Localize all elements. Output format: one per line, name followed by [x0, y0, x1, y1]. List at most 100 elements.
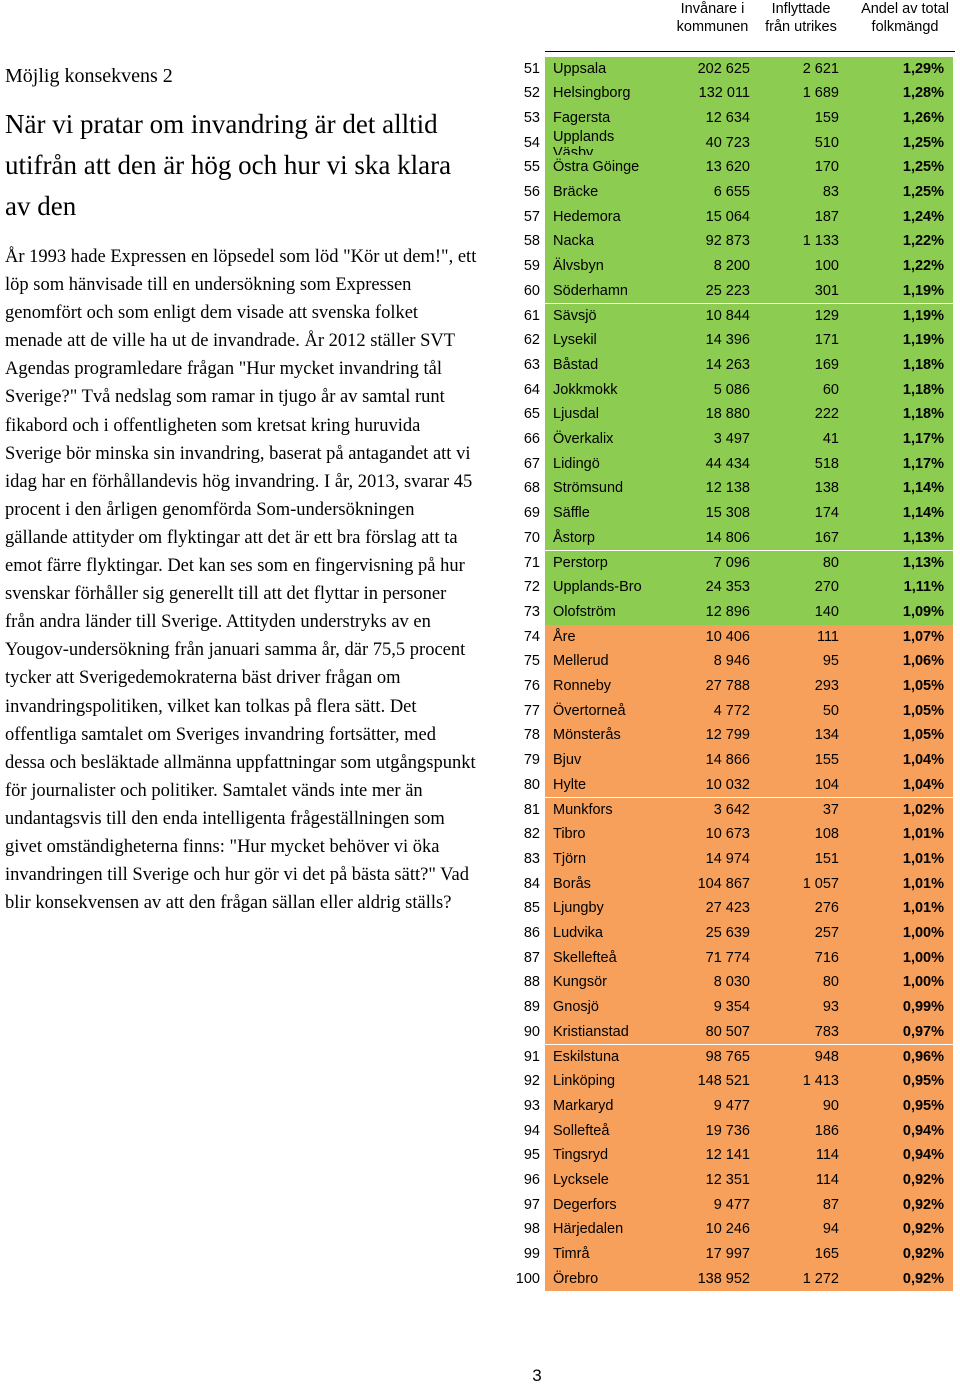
rank-cell: 98 — [523, 1221, 540, 1238]
population-cell: 9 477 — [713, 1097, 750, 1114]
rank-cell: 91 — [523, 1048, 540, 1065]
population-cell: 8 946 — [713, 653, 750, 670]
row-highlight — [545, 476, 953, 502]
table-row: 72 Upplands-Bro 24 353 270 1,11% — [0, 575, 960, 600]
row-highlight — [545, 970, 953, 996]
municipality-name-cell: Linköping — [553, 1073, 616, 1090]
share-cell: 1,26% — [902, 109, 944, 126]
row-highlight — [545, 624, 953, 650]
table-row: 100 Örebro 138 952 1 272 0,92% — [0, 1266, 960, 1292]
rank-cell: 97 — [523, 1196, 540, 1213]
share-cell: 0,94% — [902, 1147, 944, 1164]
table-row: 53 Fagersta 12 634 159 1,26% — [0, 105, 960, 131]
municipality-name-cell: Överkalix — [553, 431, 614, 447]
immigrated-cell: 1 133 — [802, 233, 839, 250]
rank-cell: 64 — [523, 381, 540, 398]
municipality-name-cell: Bräcke — [553, 184, 599, 200]
immigrated-cell: 170 — [814, 159, 839, 176]
immigrated-cell: 2 621 — [802, 60, 839, 77]
row-highlight — [545, 674, 953, 699]
population-cell: 19 736 — [705, 1122, 750, 1139]
population-cell: 27 423 — [705, 900, 750, 917]
row-highlight — [545, 748, 953, 773]
immigrated-cell: 169 — [814, 356, 839, 373]
share-cell: 1,14% — [902, 505, 944, 522]
share-cell: 0,96% — [902, 1048, 944, 1065]
share-cell: 1,13% — [902, 529, 944, 546]
immigrated-cell: 174 — [814, 505, 839, 522]
table-row: 76 Ronneby 27 788 293 1,05% — [0, 674, 960, 699]
immigrated-cell: 138 — [814, 480, 839, 497]
municipality-name-cell: Kristianstad — [553, 1023, 629, 1040]
row-highlight — [545, 995, 953, 1020]
immigrated-cell: 518 — [814, 455, 839, 472]
row-highlight — [545, 896, 953, 921]
immigrated-cell: 95 — [822, 653, 839, 670]
municipality-name-cell: Övertorneå — [553, 702, 626, 719]
population-cell: 104 867 — [697, 875, 750, 892]
rank-cell: 68 — [523, 480, 540, 497]
municipality-name-cell: Tjörn — [553, 850, 587, 867]
immigrated-cell: 1 057 — [802, 875, 839, 892]
row-highlight — [545, 921, 953, 946]
share-cell: 0,92% — [902, 1246, 944, 1263]
table-row: 57 Hedemora 15 064 187 1,24% — [0, 204, 960, 230]
immigrated-cell: 257 — [814, 925, 839, 941]
share-cell: 1,25% — [902, 134, 944, 151]
immigrated-cell: 80 — [822, 974, 839, 991]
rank-cell: 67 — [523, 455, 540, 472]
rank-cell: 82 — [523, 826, 540, 843]
table-row: 92 Linköping 148 521 1 413 0,95% — [0, 1069, 960, 1094]
rank-cell: 94 — [523, 1122, 540, 1139]
table-row: 83 Tjörn 14 974 151 1,01% — [0, 846, 960, 872]
row-highlight — [545, 1168, 953, 1193]
table-row: 51 Uppsala 202 625 2 621 1,29% — [0, 56, 960, 82]
municipality-name-cell: Hylte — [553, 776, 587, 793]
share-cell: 1,29% — [902, 60, 944, 77]
table-row: 89 Gnosjö 9 354 93 0,99% — [0, 995, 960, 1020]
rank-cell: 95 — [523, 1147, 540, 1164]
table-row: 63 Båstad 14 263 169 1,18% — [0, 352, 960, 378]
population-cell: 13 620 — [705, 159, 750, 176]
rank-cell: 60 — [523, 282, 540, 299]
table-row: 77 Övertorneå 4 772 50 1,05% — [0, 698, 960, 724]
immigrated-cell: 134 — [814, 727, 839, 744]
rank-cell: 87 — [523, 949, 540, 966]
rank-cell: 100 — [515, 1270, 540, 1287]
section-label: Möjlig konsekvens 2 — [5, 65, 173, 87]
rank-cell: 62 — [523, 332, 540, 349]
municipality-name-cell: Degerfors — [553, 1196, 617, 1213]
table-row: 96 Lycksele 12 351 114 0,92% — [0, 1168, 960, 1193]
table-row: 75 Mellerud 8 946 95 1,06% — [0, 649, 960, 674]
rank-cell: 88 — [523, 974, 540, 991]
share-cell: 1,01% — [902, 875, 944, 892]
municipality-name-cell: Mellerud — [553, 653, 609, 670]
row-highlight — [545, 180, 953, 205]
share-cell: 1,22% — [902, 233, 944, 250]
row-highlight — [545, 501, 953, 526]
population-cell: 80 507 — [705, 1023, 750, 1040]
table-row: 90 Kristianstad 80 507 783 0,97% — [0, 1019, 960, 1045]
share-cell: 0,92% — [902, 1270, 944, 1287]
rank-cell: 63 — [523, 356, 540, 373]
municipality-name-cell: Älvsbyn — [553, 258, 604, 275]
rank-cell: 59 — [523, 258, 540, 275]
table-header: Invånare i kommunen Inflyttade från utri… — [665, 0, 955, 52]
table-row: 64 Jokkmokk 5 086 60 1,18% — [0, 377, 960, 403]
population-cell: 14 263 — [705, 356, 750, 373]
share-cell: 1,25% — [902, 184, 944, 200]
immigrated-cell: 129 — [814, 307, 839, 324]
immigrated-cell: 301 — [814, 282, 839, 299]
page-number: 3 — [532, 1366, 542, 1385]
rank-cell: 71 — [523, 554, 540, 571]
share-cell: 1,04% — [902, 752, 944, 769]
municipality-name-cell: Markaryd — [553, 1097, 614, 1114]
municipality-name-cell: Timrå — [553, 1246, 590, 1263]
row-highlight — [545, 254, 953, 279]
row-highlight — [545, 1093, 953, 1119]
rank-cell: 61 — [523, 307, 540, 324]
municipality-name-cell: Sävsjö — [553, 307, 597, 324]
row-highlight — [545, 871, 953, 897]
row-highlight — [545, 797, 953, 823]
municipality-name-cell: Söderhamn — [553, 282, 628, 299]
